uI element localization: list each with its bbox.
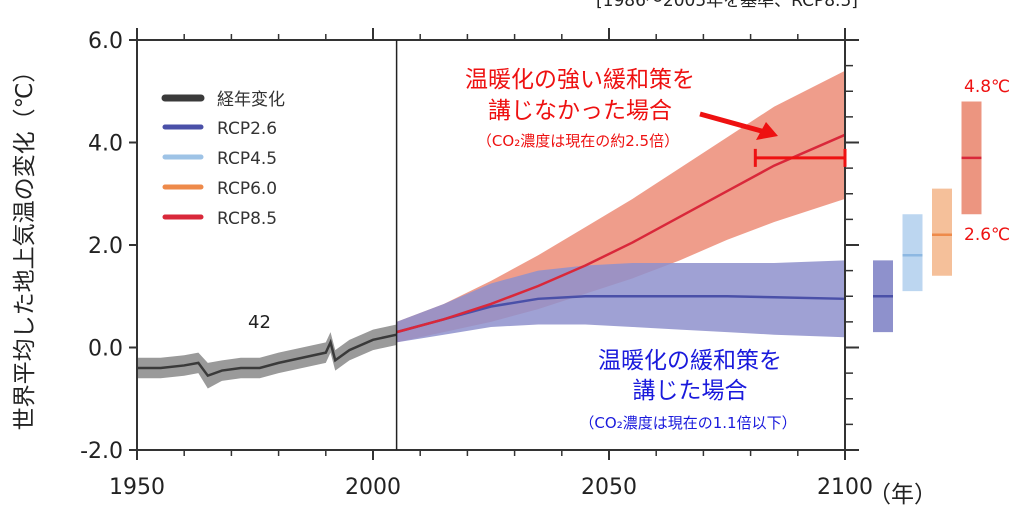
x-tick-label: 1950 (109, 475, 165, 500)
band-RCP2.6 (396, 260, 845, 343)
no-mitigation-label-line2: 講じなかった場合 (488, 98, 672, 124)
max-temp-label: 4.8℃ (964, 77, 1010, 97)
band-経年変化 (137, 324, 397, 389)
band-RCP8.5 (396, 70, 845, 343)
mitigation-label-line2: 講じた場合 (633, 378, 748, 404)
y-tick-label: 4.0 (88, 132, 123, 157)
arrow-icon (699, 111, 766, 135)
min-temp-label: 2.6℃ (964, 225, 1010, 245)
mitigation-label-line1: 温暖化の緩和策を (598, 348, 782, 374)
arrow-head-icon (756, 122, 778, 140)
y-tick-label: 6.0 (88, 29, 123, 54)
x-tick-label: 2050 (581, 475, 637, 500)
x-tick-label: 2000 (345, 475, 401, 500)
legend-label: RCP4.5 (217, 149, 277, 169)
legend-label: RCP2.6 (217, 119, 277, 139)
y-tick-label: 2.0 (88, 234, 123, 259)
series-line-経年変化 (137, 333, 397, 378)
model-count: 42 (248, 312, 271, 333)
mitigation-note: （CO₂濃度は現在の1.1倍以下） (579, 414, 796, 432)
x-axis-unit: （年） (868, 482, 937, 508)
no-mitigation-label-line1: 温暖化の強い緩和策を (465, 67, 695, 93)
x-tick-label: 2100 (817, 475, 873, 500)
legend-label: RCP6.0 (217, 179, 277, 199)
y-axis-label: 世界平均した地上気温の変化（℃） (12, 60, 38, 431)
range-bar-RCP6.0 (932, 188, 952, 276)
chart-subtitle: [1986～2005年を基準、RCP8.5] (596, 0, 858, 11)
legend-label: RCP8.5 (217, 209, 277, 229)
no-mitigation-note: （CO₂濃度は現在の約2.5倍） (477, 132, 679, 150)
legend-label: 経年変化 (217, 90, 285, 110)
range-bar-RCP4.5 (902, 214, 923, 292)
y-tick-label: -2.0 (80, 439, 123, 464)
y-tick-label: 0.0 (88, 337, 123, 362)
series-line-RCP8.5 (396, 133, 846, 334)
